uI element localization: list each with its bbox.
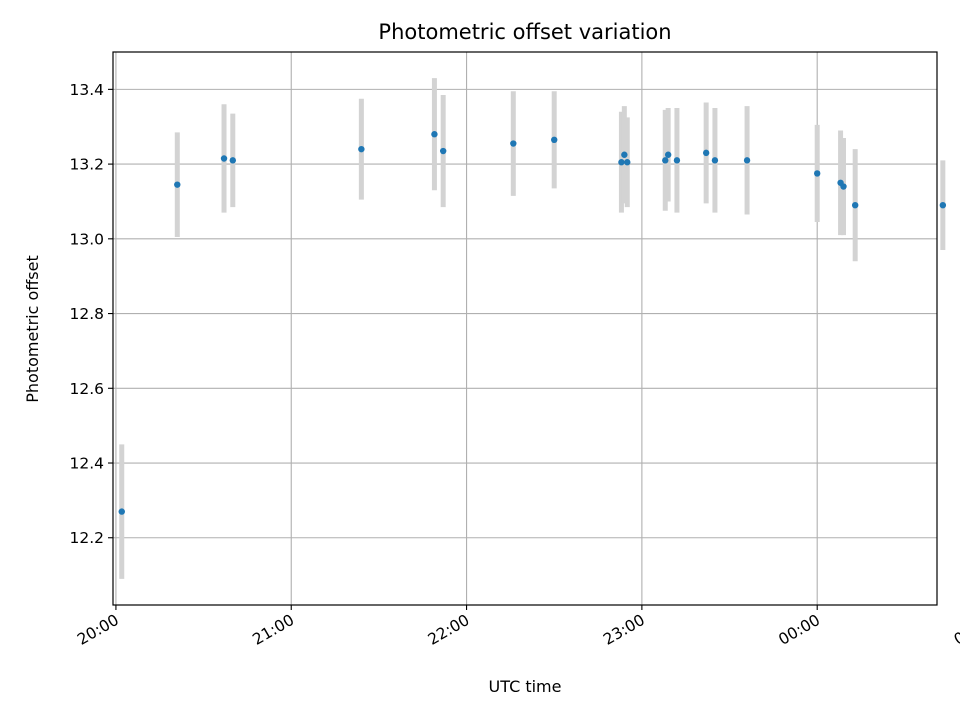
data-point [711,157,719,164]
data-point [510,140,517,147]
y-axis-label: Photometric offset [23,255,42,403]
data-point [851,201,859,209]
data-point [439,147,447,155]
y-tick-label: 13.2 [69,156,104,174]
chart-title: Photometric offset variation [378,20,671,44]
data-point [174,181,181,188]
data-point [673,157,681,164]
data-point [662,157,669,164]
data-points [118,131,947,515]
data-point [431,131,438,138]
data-point [220,155,228,162]
x-axis-label: UTC time [489,677,562,696]
y-tick-label: 13.4 [69,81,104,99]
y-tick-label: 12.8 [69,305,104,323]
y-tick-label: 12.4 [69,455,104,473]
data-point [813,170,821,177]
data-point [702,149,710,157]
y-tick-label: 13.0 [69,230,104,248]
plot-area-frame [112,51,938,606]
data-point [618,159,625,166]
data-point [551,136,558,144]
y-tick-label: 12.2 [69,529,104,547]
data-point [840,183,847,190]
data-point [229,157,237,164]
data-point [624,159,631,166]
data-point [358,145,365,153]
data-point [664,151,672,158]
y-tick-label: 12.6 [69,380,104,398]
data-point [621,151,628,158]
x-tick-label: 01:00 [951,611,960,649]
data-point [939,201,947,209]
data-point [118,508,125,515]
data-point [743,157,751,164]
y-axis-ticks: 12.2 12.4 12.6 12.8 13.0 13.2 13.4 [69,81,113,547]
